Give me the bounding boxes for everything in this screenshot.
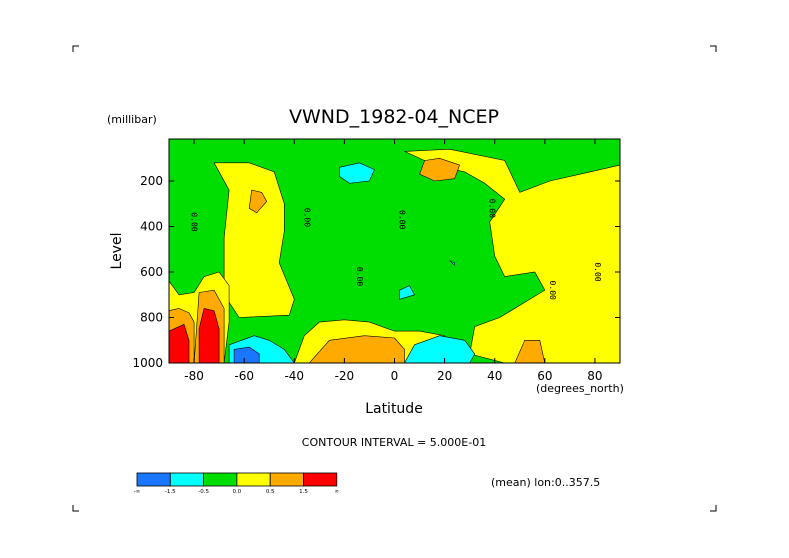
colorbar-label-3: 0.0 (233, 489, 242, 495)
colorbar-label-5: 1.5 (299, 489, 308, 495)
zero-label-6: 0.00 (593, 262, 602, 281)
x-tick-label-7: 60 (537, 369, 552, 383)
contour-region-cyan-13 (339, 162, 375, 184)
y-tick-label-2: 600 (140, 265, 163, 279)
contour-region-cyan-17 (449, 260, 455, 266)
contour-region-blue-18 (233, 346, 260, 363)
colorbar-swatch-1 (169, 472, 205, 487)
contour-fill-regions (169, 139, 620, 363)
colorbar-label-4: 0.5 (266, 489, 275, 495)
colorbar-label-1: -1.5 (165, 489, 176, 495)
contour-region-orange-5 (248, 189, 268, 214)
x-tick-label-0: -80 (184, 369, 204, 383)
contour-region-cyan-16 (399, 285, 415, 300)
colorbar-swatch-2 (203, 472, 238, 487)
chart-title: VWND_1982-04_NCEP (289, 106, 499, 128)
y-tick-label-4: 1000 (132, 356, 163, 370)
colorbar-swatch-3 (236, 472, 271, 487)
contour-interval-text: CONTOUR INTERVAL = 5.000E-01 (301, 436, 487, 449)
contour-region-yellow-2 (404, 148, 620, 363)
zero-label-4: 0.00 (355, 267, 364, 286)
x-tick-label-8: 80 (587, 369, 602, 383)
x-tick-label-4: 0 (391, 369, 399, 383)
x-units-label: (degrees_north) (536, 382, 624, 395)
zero-label-0: 0.00 (190, 212, 199, 231)
contour-region-yellow-1 (213, 162, 295, 318)
zero-label-5: 0.00 (548, 281, 557, 300)
x-tick-label-3: -20 (335, 369, 355, 383)
y-axis-label: Level (109, 232, 125, 270)
contour-region-red-11 (169, 323, 190, 363)
colorbar-label-6: ∞ (335, 489, 340, 495)
colorbar-swatch-0 (136, 472, 171, 487)
zero-label-2: 0.00 (398, 210, 407, 229)
contour-region-red-12 (198, 308, 220, 363)
zero-contour-labels: 0.00 0.00 0.00 0.00 0.00 0.00 0.00 (190, 199, 602, 300)
colorbar-label-2: -0.5 (198, 489, 209, 495)
zero-label-3: 0.00 (488, 199, 497, 218)
corner-marks (72, 45, 717, 512)
contour-region-orange-7 (308, 335, 405, 363)
colorbar-label-0: -∞ (134, 489, 141, 495)
contour-region-orange-8 (514, 339, 546, 363)
x-tick-label-1: -60 (234, 369, 254, 383)
x-axis-label: Latitude (365, 401, 423, 417)
x-tick-label-2: -40 (284, 369, 304, 383)
mean-lon-text: (mean) lon:0..357.5 (491, 476, 601, 489)
y-units-label: (millibar) (107, 113, 157, 126)
contour-region-orange-6 (419, 157, 460, 182)
y-axis: 200 400 600 800 1000 (132, 174, 620, 370)
y-tick-label-0: 200 (140, 174, 163, 188)
x-tick-label-5: 20 (437, 369, 452, 383)
colorbar-swatch-4 (269, 472, 304, 487)
colorbar: -∞ -1.5 -0.5 0.0 0.5 1.5 ∞ (134, 472, 340, 495)
contour-region-cyan-15 (404, 335, 476, 363)
y-tick-label-3: 800 (140, 311, 163, 325)
x-axis: -80 -60 -40 -20 0 20 40 60 80 (184, 139, 603, 383)
x-tick-label-6: 40 (487, 369, 502, 383)
colorbar-swatch-5 (303, 472, 338, 487)
y-tick-label-1: 400 (140, 220, 163, 234)
zero-label-1: 0.00 (302, 208, 311, 227)
